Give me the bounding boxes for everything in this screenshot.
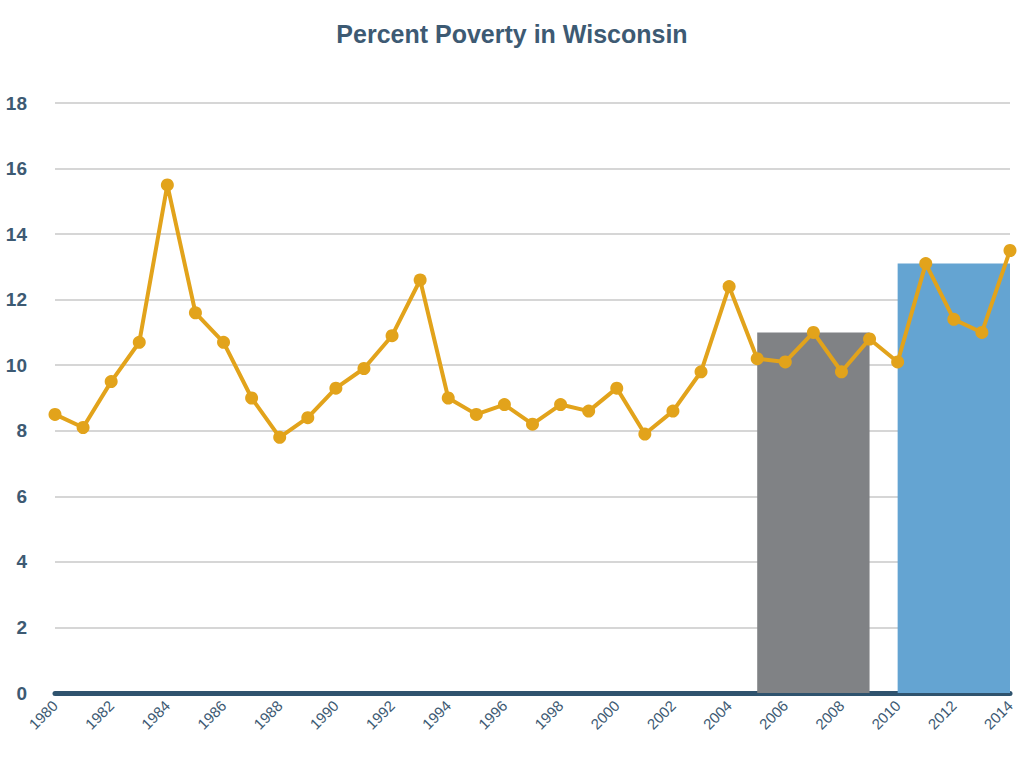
svg-text:2012: 2012	[924, 697, 960, 733]
svg-text:12: 12	[6, 289, 27, 310]
svg-text:4: 4	[16, 551, 27, 572]
svg-text:1992: 1992	[362, 697, 398, 733]
svg-text:2006: 2006	[756, 697, 792, 733]
svg-text:1986: 1986	[194, 697, 230, 733]
svg-text:Percent Poverty in Wisconsin: Percent Poverty in Wisconsin	[336, 20, 687, 48]
svg-text:1980: 1980	[25, 697, 61, 733]
svg-text:2002: 2002	[643, 697, 679, 733]
svg-text:1982: 1982	[82, 697, 118, 733]
svg-text:2000: 2000	[587, 697, 623, 733]
svg-text:1996: 1996	[475, 697, 511, 733]
svg-text:0: 0	[16, 683, 27, 704]
svg-text:8: 8	[16, 420, 27, 441]
svg-text:2: 2	[16, 617, 27, 638]
svg-text:6: 6	[16, 486, 27, 507]
svg-text:2004: 2004	[700, 697, 736, 733]
svg-text:1990: 1990	[306, 697, 342, 733]
svg-text:2010: 2010	[868, 697, 904, 733]
svg-text:10: 10	[6, 355, 27, 376]
svg-text:1994: 1994	[419, 697, 455, 733]
svg-text:1988: 1988	[250, 697, 286, 733]
svg-text:2008: 2008	[812, 697, 848, 733]
svg-text:16: 16	[6, 158, 27, 179]
svg-text:1984: 1984	[138, 697, 174, 733]
svg-text:18: 18	[6, 93, 27, 114]
svg-text:1998: 1998	[531, 697, 567, 733]
svg-text:2014: 2014	[980, 697, 1016, 733]
svg-text:14: 14	[6, 224, 28, 245]
